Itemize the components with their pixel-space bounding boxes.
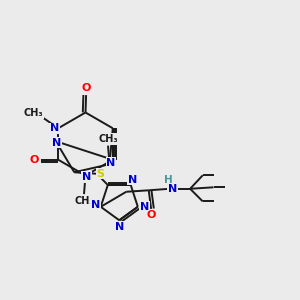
Text: O: O [29,155,39,165]
Text: N: N [91,200,100,210]
Text: N: N [140,202,149,212]
Text: CH₃: CH₃ [74,196,94,206]
Text: N: N [168,184,177,194]
Text: CH₃: CH₃ [23,108,43,118]
Text: O: O [146,211,156,220]
Text: CH₃: CH₃ [98,134,118,144]
Text: N: N [128,175,137,184]
Text: N: N [115,222,124,232]
Text: N: N [52,138,61,148]
Text: N: N [82,172,91,182]
Text: H: H [164,176,173,185]
Text: N: N [50,123,59,133]
Text: N: N [106,158,116,168]
Text: O: O [81,83,91,94]
Text: S: S [96,169,104,179]
